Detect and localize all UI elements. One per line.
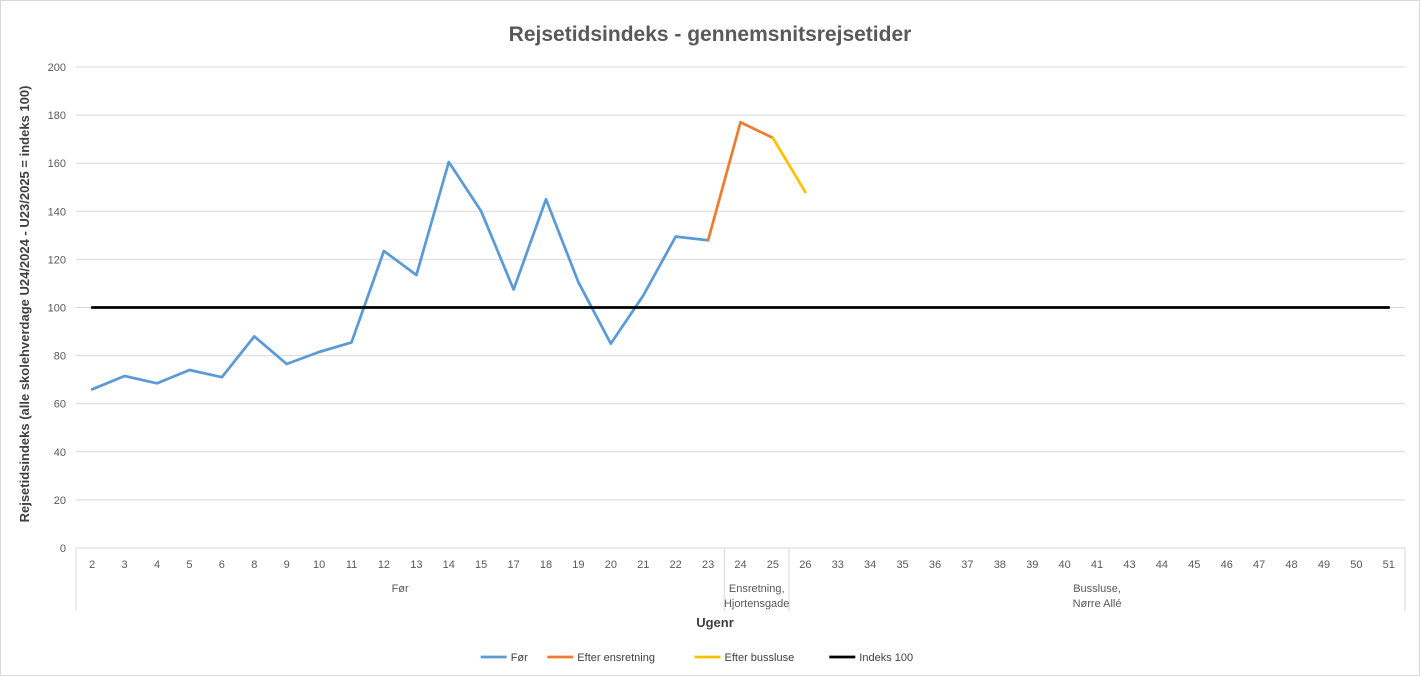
x-axis-title: Ugenr — [696, 615, 734, 630]
y-tick-label: 80 — [54, 351, 66, 363]
x-tick-label: 36 — [929, 559, 941, 571]
x-group-label: Hjortensgade — [724, 598, 789, 610]
x-group-label: Nørre Allé — [1073, 598, 1122, 610]
x-tick-label: 48 — [1285, 559, 1297, 571]
legend-item: Indeks 100 — [829, 652, 913, 664]
x-tick-label: 24 — [734, 559, 746, 571]
x-tick-label: 4 — [154, 559, 160, 571]
y-axis-title: Rejsetidsindeks (alle skolehverdage U24/… — [17, 86, 32, 523]
x-tick-label: 3 — [122, 559, 128, 571]
x-group-label: Før — [392, 583, 409, 595]
x-tick-label: 23 — [702, 559, 714, 571]
legend-item: Efter bussluse — [694, 652, 795, 664]
x-tick-label: 51 — [1383, 559, 1395, 571]
legend-label: Efter bussluse — [725, 652, 795, 664]
series-lines — [90, 120, 1391, 391]
legend-label: Indeks 100 — [859, 652, 913, 664]
x-tick-label: 35 — [896, 559, 908, 571]
x-tick-label: 25 — [767, 559, 779, 571]
legend-label: Før — [511, 652, 528, 664]
x-tick-label: 39 — [1026, 559, 1038, 571]
x-tick-label: 14 — [443, 559, 455, 571]
chart-title: Rejsetidsindeks - gennemsnitsrejsetider — [509, 23, 912, 46]
y-tick-label: 200 — [48, 62, 66, 74]
x-tick-label: 45 — [1188, 559, 1200, 571]
x-tick-label: 12 — [378, 559, 390, 571]
series-line-efter-bussluse — [771, 136, 807, 194]
y-tick-label: 180 — [48, 110, 66, 122]
y-tick-label: 40 — [54, 447, 66, 459]
series-line-før — [90, 160, 710, 391]
x-tick-label: 49 — [1318, 559, 1330, 571]
y-tick-label: 60 — [54, 399, 66, 411]
x-tick-label: 33 — [832, 559, 844, 571]
x-tick-label: 34 — [864, 559, 876, 571]
x-tick-label: 9 — [284, 559, 290, 571]
y-tick-label: 120 — [48, 254, 66, 266]
x-tick-label: 41 — [1091, 559, 1103, 571]
x-group-label: Bussluse, — [1073, 583, 1121, 595]
x-tick-label: 18 — [540, 559, 552, 571]
x-tick-label: 37 — [961, 559, 973, 571]
x-tick-label: 47 — [1253, 559, 1265, 571]
series-line-efter-ensretning — [706, 120, 775, 242]
y-tick-label: 160 — [48, 158, 66, 170]
x-tick-label: 46 — [1221, 559, 1233, 571]
x-tick-label: 10 — [313, 559, 325, 571]
x-group-label: Ensretning, — [729, 583, 785, 595]
x-tick-label: 5 — [186, 559, 192, 571]
x-tick-label: 13 — [410, 559, 422, 571]
x-tick-label: 11 — [346, 559, 357, 571]
y-tick-label: 140 — [48, 206, 66, 218]
x-tick-label: 8 — [251, 559, 257, 571]
x-tick-label: 15 — [475, 559, 487, 571]
y-tick-label: 20 — [54, 495, 66, 507]
x-tick-label: 40 — [1059, 559, 1071, 571]
x-tick-label: 38 — [994, 559, 1006, 571]
y-tick-label: 100 — [48, 303, 66, 315]
x-tick-label: 21 — [637, 559, 649, 571]
x-tick-label: 50 — [1350, 559, 1362, 571]
x-tick-label: 20 — [605, 559, 617, 571]
y-axis-tick-labels: 0 20 40 60 80 100 120 140 160 180 200 — [48, 62, 66, 555]
legend-label: Efter ensretning — [577, 652, 655, 664]
legend: Før Efter ensretning Efter bussluse Indeks … — [480, 652, 913, 664]
x-tick-label: 44 — [1156, 559, 1168, 571]
x-tick-label: 43 — [1123, 559, 1135, 571]
y-tick-label: 0 — [60, 543, 66, 555]
legend-item: Efter ensretning — [547, 652, 655, 664]
x-tick-label: 22 — [670, 559, 682, 571]
x-tick-label: 6 — [219, 559, 225, 571]
x-axis: 2 3 4 5 6 8 9 10 11 12 13 14 15 17 18 19 20 21 22 23 24 25 26 3… — [75, 547, 1406, 611]
x-tick-label: 2 — [89, 559, 95, 571]
x-tick-label: 26 — [799, 559, 811, 571]
x-tick-label: 19 — [572, 559, 584, 571]
x-tick-label: 17 — [507, 559, 519, 571]
legend-item: Før — [480, 652, 528, 664]
